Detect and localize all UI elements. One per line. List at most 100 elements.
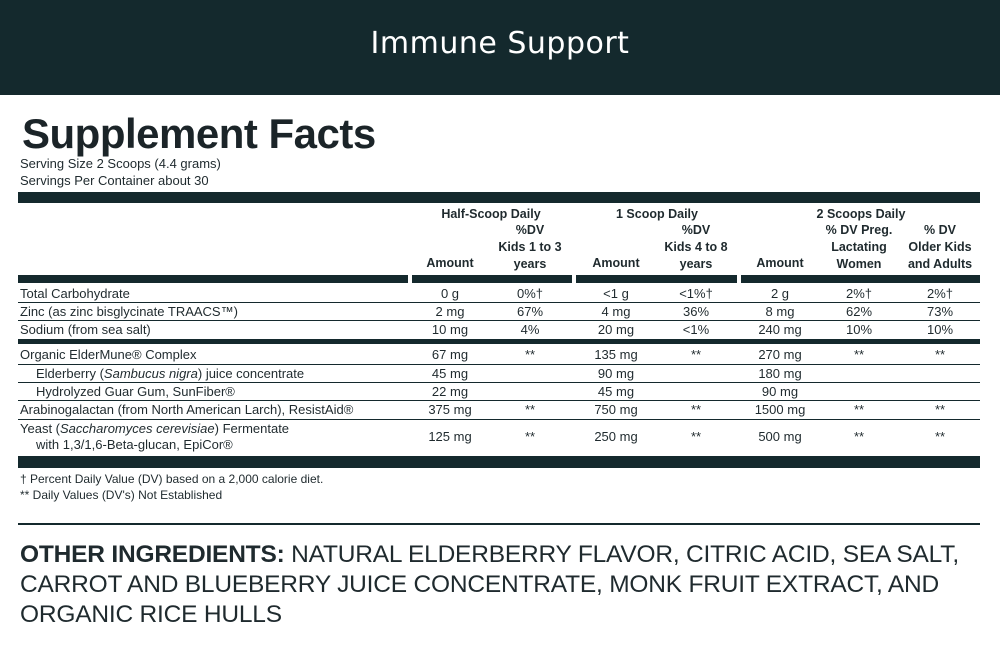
one-scoop-header: 1 Scoop Daily [616, 207, 698, 221]
other-ingredients-text: NATURAL ELDERBERRY FLAVOR, CITRIC ACID, … [20, 541, 959, 628]
carb-two-dv-adult: 2%† [926, 286, 954, 301]
arabino-two-dv-preg: ** [853, 402, 865, 417]
gap-2 [572, 275, 576, 283]
two-dv1-line1: % DV Preg. [825, 223, 893, 237]
zinc-half-amount: 2 mg [435, 304, 465, 319]
elderberry-name-post: ) juice concentrate [197, 366, 305, 381]
guar-two-amount: 90 mg [761, 384, 799, 399]
two-dv2-line1: % DV [924, 223, 956, 237]
yeast-two-dv-adult: ** [934, 429, 946, 444]
one-dv-header: %DV Kids 4 to 8 years [656, 222, 736, 273]
serving-size: Serving Size 2 Scoops (4.4 grams) [20, 156, 221, 171]
arabino-half-amount: 375 mg [428, 402, 472, 417]
one-dv-line3: years [679, 257, 713, 271]
two-dv2-line2: Older Kids [908, 240, 972, 254]
eldermune-one-dv: ** [690, 347, 702, 362]
two-dv1-line3: Women [836, 257, 882, 271]
carb-two-dv-preg: 2%† [845, 286, 873, 301]
arabino-one-dv: ** [690, 402, 702, 417]
yeast-name-latin: Saccharomyces cerevisiae [60, 421, 215, 436]
guar-one-amount: 45 mg [597, 384, 635, 399]
elderberry-name-latin: Sambucus nigra [103, 366, 198, 381]
yeast-one-amount: 250 mg [594, 429, 638, 444]
one-dv-line2: Kids 4 to 8 [664, 240, 728, 254]
eldermune-one-amount: 135 mg [594, 347, 638, 362]
sodium-two-dv-preg: 10% [845, 322, 873, 337]
row-yeast-name-line2: with 1,3/1,6-Beta-glucan, EpiCor® [36, 437, 233, 452]
banner-title: Immune Support [370, 26, 630, 61]
sodium-one-dv: <1% [682, 322, 710, 337]
rule [18, 400, 980, 401]
one-dv-line1: %DV [681, 223, 711, 237]
two-amount-header: Amount [756, 256, 804, 270]
sodium-half-dv: 4% [520, 322, 540, 337]
arabino-half-dv: ** [524, 402, 536, 417]
bottom-rule [18, 456, 980, 468]
sodium-half-amount: 10 mg [431, 322, 469, 337]
rule [18, 320, 980, 321]
row-zinc-name: Zinc (as zinc bisglycinate TRAACS™) [20, 304, 238, 319]
carb-half-dv: 0%† [516, 286, 544, 301]
zinc-one-dv: 36% [682, 304, 710, 319]
elderberry-one-amount: 90 mg [597, 366, 635, 381]
zinc-one-amount: 4 mg [601, 304, 631, 319]
carb-two-amount: 2 g [770, 286, 790, 301]
other-ingredients-label: OTHER INGREDIENTS: [20, 541, 285, 568]
row-eldermune-name: Organic ElderMune® Complex [20, 347, 197, 362]
supplement-facts-title: Supplement Facts [22, 110, 376, 157]
two-scoops-header: 2 Scoops Daily [816, 207, 906, 221]
half-amount-header: Amount [426, 256, 474, 270]
sodium-two-amount: 240 mg [758, 322, 802, 337]
footnote-not-established: ** Daily Values (DV's) Not Established [20, 488, 223, 502]
header-rule [18, 275, 980, 283]
zinc-two-amount: 8 mg [765, 304, 795, 319]
rule [18, 382, 980, 383]
servings-per-container: Servings Per Container about 30 [20, 173, 209, 188]
zinc-half-dv: 67% [516, 304, 544, 319]
eldermune-two-dv-adult: ** [934, 347, 946, 362]
arabino-one-amount: 750 mg [594, 402, 638, 417]
two-dv1-line2: Lactating [831, 240, 887, 254]
header-banner: Immune Support [0, 0, 1000, 95]
eldermune-two-dv-preg: ** [853, 347, 865, 362]
yeast-half-amount: 125 mg [428, 429, 472, 444]
eldermune-two-amount: 270 mg [758, 347, 802, 362]
half-scoop-header: Half-Scoop Daily [441, 207, 541, 221]
guar-half-amount: 22 mg [431, 384, 469, 399]
rule [18, 302, 980, 303]
elderberry-name-pre: Elderberry ( [36, 366, 104, 381]
carb-one-dv: <1%† [679, 286, 713, 301]
two-dv2-line3: and Adults [907, 257, 973, 271]
eldermune-half-amount: 67 mg [431, 347, 469, 362]
zinc-two-dv-adult: 73% [926, 304, 954, 319]
row-yeast-name: Yeast (Saccharomyces cerevisiae) Ferment… [20, 421, 289, 436]
yeast-one-dv: ** [690, 429, 702, 444]
half-dv-line1: %DV [515, 223, 545, 237]
carb-half-amount: 0 g [440, 286, 460, 301]
yeast-two-amount: 500 mg [758, 429, 802, 444]
sodium-two-dv-adult: 10% [926, 322, 954, 337]
half-dv-header: %DV Kids 1 to 3 years [490, 222, 570, 273]
footnote-dv: † Percent Daily Value (DV) based on a 2,… [20, 472, 324, 486]
elderberry-two-amount: 180 mg [758, 366, 802, 381]
two-dv-adult-header: % DV Older Kids and Adults [900, 222, 980, 273]
top-rule [18, 192, 980, 203]
half-dv-line3: years [513, 257, 547, 271]
arabino-two-dv-adult: ** [934, 402, 946, 417]
sodium-one-amount: 20 mg [597, 322, 635, 337]
gap-1 [408, 275, 412, 283]
elderberry-half-amount: 45 mg [431, 366, 469, 381]
rule [18, 419, 980, 420]
half-dv-line2: Kids 1 to 3 [498, 240, 562, 254]
row-elderberry-name: Elderberry (Sambucus nigra) juice concen… [36, 366, 304, 381]
ingredients-divider [18, 523, 980, 525]
yeast-name-pre: Yeast ( [20, 421, 60, 436]
section-rule [18, 339, 980, 344]
row-carb-name: Total Carbohydrate [20, 286, 130, 301]
rule [18, 364, 980, 365]
row-sodium-name: Sodium (from sea salt) [20, 322, 151, 337]
one-amount-header: Amount [592, 256, 640, 270]
gap-3 [737, 275, 741, 283]
arabino-two-amount: 1500 mg [754, 402, 806, 417]
yeast-name-post: ) Fermentate [214, 421, 290, 436]
